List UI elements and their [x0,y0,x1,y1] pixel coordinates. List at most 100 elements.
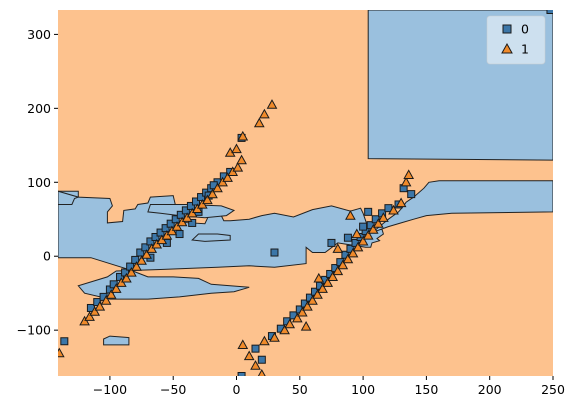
y-tick-label: 100 [27,175,51,190]
class-0-point [343,233,352,242]
class-1-point [212,182,223,193]
class-1-point [302,300,313,311]
class-0-point [186,201,195,210]
class-1-point [105,289,117,299]
class-0-point [146,237,155,246]
class-1-point [395,197,407,208]
class-1-point [351,228,363,239]
y-axis: −100 0 100 200 300 [17,27,58,338]
scatter-points [58,10,553,376]
class-0-point [176,210,185,219]
class-0-point [93,298,102,307]
class-1-point [372,218,384,228]
class-0-point [364,207,373,216]
class-1-point [312,289,323,299]
y-tick-label: −100 [17,323,51,338]
legend-entries: 01 [501,22,529,57]
class-0-point [181,206,190,215]
class-1-point [141,249,152,259]
class-1-point [279,324,290,335]
legend-marker-triangle [501,42,513,54]
class-1-point [207,188,218,199]
class-1-point [337,259,349,270]
plot-area [58,10,553,376]
legend-marker-square [502,24,512,34]
class-1-point [222,172,233,182]
class-1-point [110,283,122,293]
class-0-region-4 [103,335,130,346]
x-tick-label: −50 [160,382,186,397]
class-1-point [84,311,95,321]
class-1-point [313,272,325,283]
class-0-point [237,372,246,376]
class-1-point [236,154,247,165]
y-tick-label: 0 [43,249,51,264]
class-1-point [327,271,339,281]
class-1-point [266,99,278,109]
class-1-point [89,306,101,316]
class-0-point [161,224,170,233]
class-1-point [300,320,312,331]
x-tick-label: 0 [233,382,241,397]
class-1-point [253,117,265,128]
class-0-point [151,232,160,241]
class-1-point [232,161,244,172]
class-1-point [250,360,261,370]
class-1-point [332,243,344,253]
class-0-point [257,355,266,364]
class-0-point [156,228,165,237]
class-1-point [367,224,379,234]
legend-label: 0 [521,22,529,37]
class-1-point [126,266,137,277]
class-1-point [202,194,213,205]
class-0-point [141,243,150,252]
x-axis: −100 −50 0 50 100 150 200 250 [93,376,565,397]
y-tick-label: 300 [27,27,51,42]
class-0-point [171,215,180,224]
class-1-point [100,295,112,305]
class-0-point [60,337,69,346]
class-1-point [378,212,389,222]
class-1-point [352,241,364,252]
class-1-point [136,255,147,265]
class-0-point [136,248,145,257]
class-1-point [291,312,303,323]
class-1-point [332,265,344,276]
class-1-point [259,108,270,119]
class-1-point [317,283,328,293]
class-0-point [175,230,184,239]
class-1-point [237,130,249,141]
legend-box [486,15,546,65]
x-tick-label: −100 [93,382,127,397]
class-1-point [257,368,266,376]
class-1-point [307,295,318,305]
class-1-point [403,169,415,179]
legend: 01 [486,15,546,65]
class-1-point [58,347,65,358]
class-1-point [362,229,374,240]
class-1-point [322,277,334,287]
class-1-point [121,272,132,283]
class-0-point [407,190,416,199]
x-tick-label: 100 [351,382,375,397]
class-1-point [259,335,270,346]
class-0-point [327,238,336,247]
x-tick-label: 250 [541,382,565,397]
class-1-point [284,318,296,329]
x-tick-label: 200 [478,382,502,397]
class-0-point [546,10,553,14]
y-tick-label: 200 [27,101,51,116]
class-1-point [243,350,255,361]
x-tick-label: 50 [292,382,308,397]
class-0-point [191,197,200,206]
class-0-region-0 [58,190,384,300]
class-0-point [166,219,175,228]
class-1-point [296,306,308,317]
class-0-point [346,244,355,253]
class-0-point [270,248,279,257]
class-0-region-6 [191,233,231,242]
class-1-point [357,235,369,246]
class-1-point [345,210,356,220]
class-0-point [188,218,197,227]
legend-label: 1 [521,42,529,57]
